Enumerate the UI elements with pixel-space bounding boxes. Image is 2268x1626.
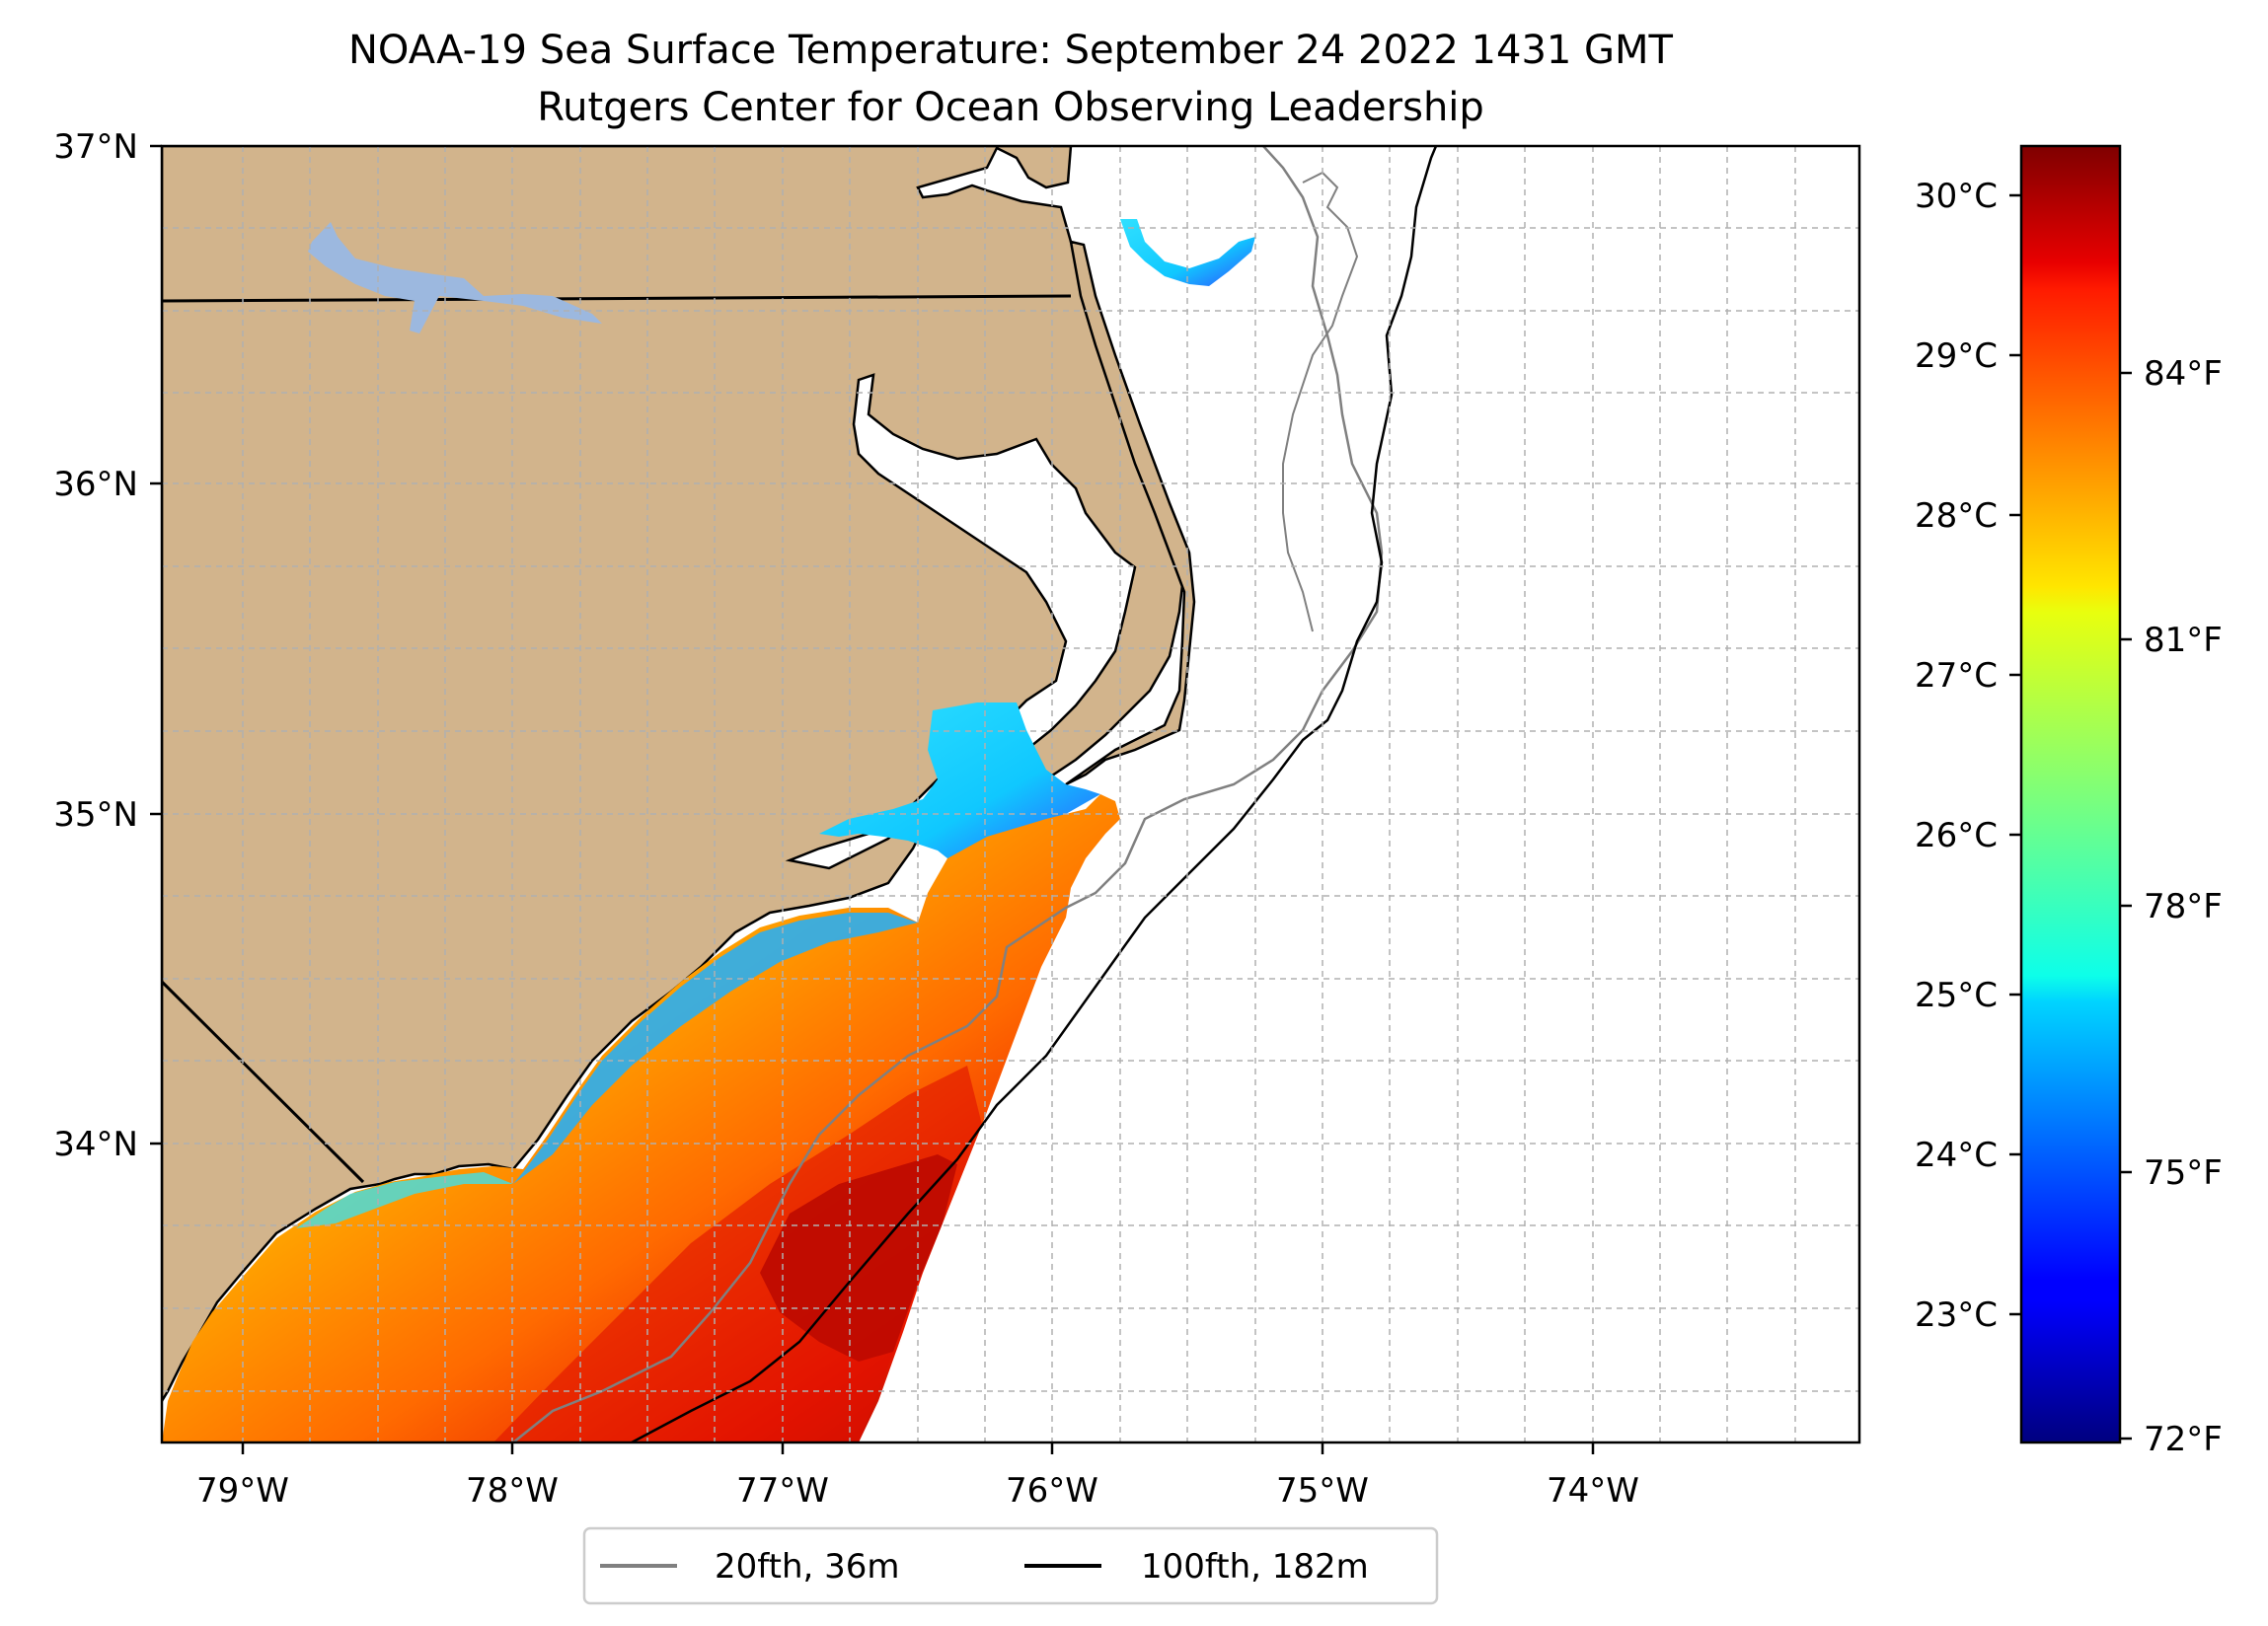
map-plot (162, 146, 1859, 1442)
outer-banks (1065, 240, 1196, 786)
lat-tick-label: 36°N (53, 465, 138, 504)
sst-coastal-cool (513, 913, 918, 1184)
fahrenheit-tick-label: 84°F (2144, 354, 2223, 394)
lon-tick-label: 78°W (466, 1471, 559, 1511)
fahrenheit-tick-label: 75°F (2144, 1153, 2223, 1193)
map-frame (160, 144, 1861, 1444)
fahrenheit-tick-label: 78°F (2144, 887, 2223, 926)
lon-axis: 79°W 78°W 77°W 76°W 75°W 74°W (196, 1442, 1639, 1511)
map-gridlines (162, 146, 1859, 1442)
celsius-tick-label: 25°C (1915, 976, 1998, 1015)
lon-tick-label: 76°W (1006, 1471, 1098, 1511)
isobath-20fth (512, 146, 1384, 1442)
colorbar-celsius-axis: 30°C 29°C 28°C 27°C 26°C 25°C 24°C 23°C (1915, 177, 2021, 1335)
legend-label-20fth: 20fth, 36m (715, 1547, 900, 1587)
legend-label-100fth: 100fth, 182m (1141, 1547, 1369, 1587)
colorbar-gradient (2019, 144, 2122, 1444)
figure-title-line1: NOAA-19 Sea Surface Temperature: Septemb… (348, 28, 1674, 73)
lat-axis: 37°N 36°N 35°N 34°N (53, 127, 162, 1164)
celsius-tick-label: 23°C (1915, 1295, 1998, 1335)
fahrenheit-tick-label: 81°F (2144, 621, 2223, 660)
lon-tick-label: 74°W (1547, 1471, 1639, 1511)
lon-tick-label: 77°W (736, 1471, 829, 1511)
sst-patch-north (1120, 219, 1255, 286)
celsius-tick-label: 30°C (1915, 177, 1998, 216)
fahrenheit-tick-label: 72°F (2144, 1420, 2223, 1459)
sst-coastal-cool-south (296, 1172, 513, 1228)
colorbar-fahrenheit-axis: 84°F 81°F 78°F 75°F 72°F (2120, 354, 2223, 1459)
state-border-nc-sc (162, 980, 365, 1184)
celsius-tick-label: 26°C (1915, 816, 1998, 855)
lake-gaston (308, 222, 602, 333)
lat-tick-label: 34°N (53, 1125, 138, 1164)
lat-tick-label: 35°N (53, 795, 138, 835)
celsius-tick-label: 28°C (1915, 496, 1998, 536)
celsius-tick-label: 29°C (1915, 336, 1998, 376)
isobath-100fth (631, 146, 1438, 1442)
state-border-nc-va (162, 294, 1072, 303)
figure-title-line2: Rutgers Center for Ocean Observing Leade… (537, 85, 1484, 130)
isobath-20fth-shoal (1282, 171, 1359, 632)
lat-tick-label: 37°N (53, 127, 138, 167)
colorbar: 30°C 29°C 28°C 27°C 26°C 25°C 24°C 23°C … (1915, 144, 2223, 1459)
lon-tick-label: 75°W (1276, 1471, 1369, 1511)
celsius-tick-label: 27°C (1915, 656, 1998, 696)
legend: 20fth, 36m 100fth, 182m (582, 1526, 1439, 1605)
lon-tick-label: 79°W (196, 1471, 289, 1511)
legend-box (582, 1526, 1439, 1605)
celsius-tick-label: 24°C (1915, 1136, 1998, 1175)
sst-red-band (493, 1066, 982, 1442)
